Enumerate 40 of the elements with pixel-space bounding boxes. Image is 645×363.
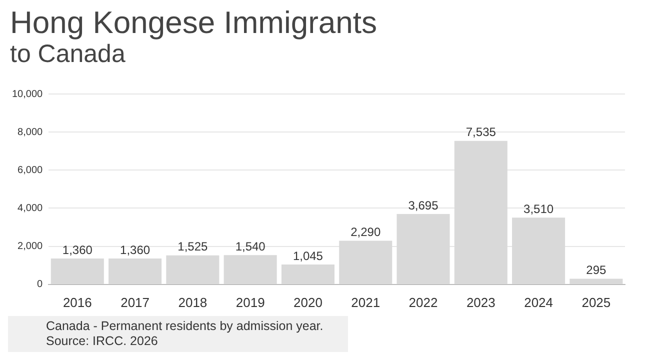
y-tick-label: 4,000 [18, 202, 44, 214]
source-note: Source: IRCC. 2026 [46, 334, 159, 349]
y-tick-label: 2,000 [18, 241, 44, 252]
bar [224, 255, 277, 284]
x-tick-label: 2024 [524, 294, 553, 310]
x-tick-label: 2018 [178, 294, 208, 310]
x-tick-label: 2025 [582, 294, 611, 310]
chart-title: Hong Kongese Immigrants [10, 5, 378, 40]
bar [166, 255, 220, 284]
data-label: 1,045 [292, 248, 324, 263]
bar [108, 258, 162, 284]
x-tick-label: 2020 [294, 294, 322, 310]
data-label: 7,535 [466, 125, 496, 140]
x-tick-label: 2017 [120, 294, 150, 310]
y-tick-label: 6,000 [18, 164, 44, 176]
bar [50, 258, 104, 284]
chart-subtitle: to Canada [10, 40, 126, 69]
bar [454, 140, 508, 284]
data-label: 3,510 [524, 202, 554, 216]
x-tick-label: 2021 [351, 294, 380, 310]
bar [512, 218, 566, 284]
bar [339, 240, 392, 284]
x-tick-label: 2022 [408, 294, 438, 310]
data-label: 1,360 [120, 242, 150, 257]
bar [396, 214, 450, 284]
data-label: 2,290 [350, 225, 381, 240]
y-tick-label: 10,000 [12, 88, 44, 100]
x-tick-label: 2023 [466, 294, 496, 310]
x-tick-label: 2016 [62, 294, 92, 310]
text: Canada - Permanent residents by admission year. [46, 319, 324, 334]
bar [570, 278, 623, 284]
x-tick-label: 2019 [236, 294, 265, 310]
y-tick-label: 0 [37, 279, 44, 290]
data-label: 1,540 [235, 239, 266, 254]
data-label: 1,360 [62, 242, 93, 257]
data-label: 1,525 [178, 240, 208, 254]
data-label: 3,695 [408, 198, 439, 212]
bar [281, 264, 334, 284]
y-tick-label: 8,000 [18, 126, 44, 138]
data-label: 295 [586, 263, 607, 278]
